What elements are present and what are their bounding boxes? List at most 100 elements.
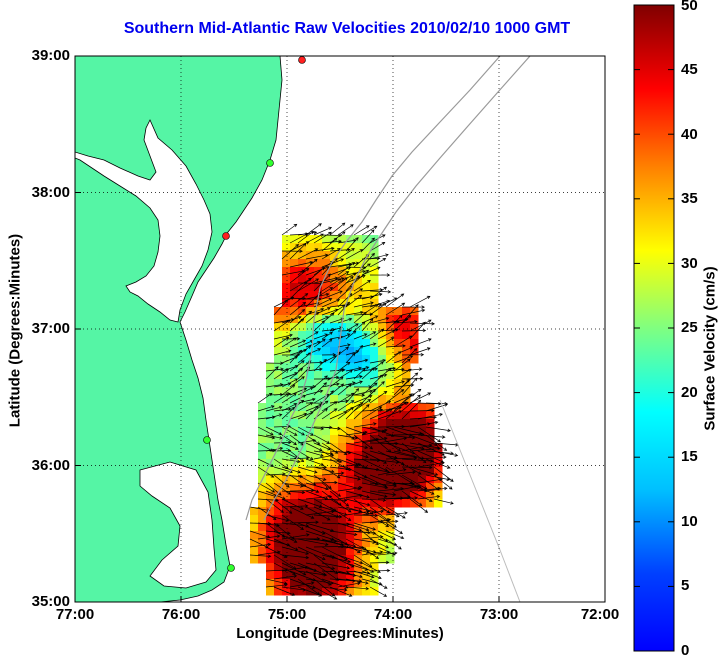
velocity-cell xyxy=(282,379,291,388)
velocity-arrow xyxy=(289,456,310,460)
velocity-arrow xyxy=(409,322,435,326)
bathymetry-contour xyxy=(439,399,521,602)
velocity-cell xyxy=(402,347,411,356)
velocity-cell xyxy=(346,475,355,484)
velocity-arrow xyxy=(281,490,306,495)
velocity-cell xyxy=(250,507,259,516)
velocity-cell xyxy=(330,323,339,332)
velocity-cell xyxy=(330,483,339,492)
velocity-arrow xyxy=(313,338,326,348)
velocity-arrow xyxy=(297,586,323,597)
velocity-cell xyxy=(322,507,331,516)
velocity-cell xyxy=(330,307,339,316)
velocity-cell xyxy=(266,571,275,580)
velocity-cell xyxy=(338,475,347,484)
velocity-arrow xyxy=(401,328,427,333)
velocity-arrow xyxy=(273,349,292,356)
velocity-cell xyxy=(322,531,331,540)
velocity-cell xyxy=(314,267,323,276)
velocity-cell xyxy=(338,235,347,244)
velocity-cell xyxy=(330,515,339,524)
velocity-cell xyxy=(290,451,299,460)
velocity-cell xyxy=(394,475,403,484)
velocity-arrow xyxy=(345,450,369,459)
velocity-cell xyxy=(338,395,347,404)
velocity-arrow xyxy=(409,295,431,308)
velocity-arrow xyxy=(289,581,315,588)
velocity-arrow xyxy=(297,546,326,561)
velocity-arrow xyxy=(337,570,363,579)
velocity-arrow xyxy=(313,466,335,474)
velocity-cell xyxy=(290,347,299,356)
velocity-cell xyxy=(378,459,387,468)
velocity-arrow xyxy=(305,426,325,431)
velocity-arrow xyxy=(321,546,349,561)
velocity-arrow xyxy=(289,293,309,308)
velocity-cell xyxy=(426,403,435,412)
velocity-cell xyxy=(266,531,275,540)
velocity-cell xyxy=(402,499,411,508)
velocity-arrow xyxy=(273,368,290,380)
velocity-cell xyxy=(306,531,315,540)
velocity-cell xyxy=(354,395,363,404)
velocity-cell xyxy=(338,363,347,372)
velocity-arrow xyxy=(377,551,398,556)
velocity-arrow xyxy=(433,498,454,505)
velocity-cell xyxy=(298,339,307,348)
velocity-cell xyxy=(266,563,275,572)
velocity-cell xyxy=(402,419,411,428)
velocity-arrow xyxy=(281,546,310,555)
velocity-cell xyxy=(290,331,299,340)
velocity-arrow xyxy=(345,310,364,316)
velocity-cell xyxy=(346,411,355,420)
velocity-arrow xyxy=(273,474,290,488)
velocity-cell xyxy=(290,483,299,492)
velocity-cell xyxy=(314,507,323,516)
velocity-arrow xyxy=(289,367,304,380)
velocity-cell xyxy=(346,379,355,388)
velocity-cell xyxy=(394,371,403,380)
velocity-cell xyxy=(314,451,323,460)
velocity-cell xyxy=(410,355,419,364)
velocity-arrow xyxy=(273,440,292,445)
colorbar-label: Surface Velocity (cm/s) xyxy=(701,266,719,431)
velocity-cell xyxy=(370,571,379,580)
velocity-cell xyxy=(386,531,395,540)
velocity-cell xyxy=(394,459,403,468)
velocity-cell xyxy=(266,555,275,564)
velocity-cell xyxy=(394,307,403,316)
velocity-cell xyxy=(346,587,355,596)
velocity-arrow xyxy=(393,319,418,324)
velocity-cell xyxy=(258,419,267,428)
velocity-cell xyxy=(426,475,435,484)
velocity-arrow xyxy=(305,562,336,570)
velocity-arrow xyxy=(361,367,375,380)
velocity-arrow xyxy=(313,434,331,444)
velocity-cell xyxy=(298,395,307,404)
velocity-cell xyxy=(322,451,331,460)
velocity-arrow xyxy=(417,461,445,468)
velocity-arrow xyxy=(289,260,314,268)
velocity-cell xyxy=(330,571,339,580)
velocity-cell xyxy=(282,339,291,348)
velocity-arrow xyxy=(433,466,454,482)
velocity-cell xyxy=(354,291,363,300)
velocity-cell xyxy=(346,443,355,452)
velocity-cell xyxy=(322,579,331,588)
velocity-cell xyxy=(282,483,291,492)
velocity-arrow xyxy=(417,434,446,439)
velocity-cell xyxy=(346,339,355,348)
velocity-arrow xyxy=(289,450,305,463)
velocity-cell xyxy=(314,371,323,380)
velocity-cell xyxy=(338,379,347,388)
velocity-cell xyxy=(354,379,363,388)
velocity-arrow xyxy=(361,436,388,444)
velocity-arrow xyxy=(369,390,388,404)
velocity-cell xyxy=(418,459,427,468)
velocity-cell xyxy=(274,523,283,532)
velocity-arrow xyxy=(337,361,351,372)
velocity-cell xyxy=(306,563,315,572)
velocity-cell xyxy=(386,555,395,564)
velocity-arrow xyxy=(297,538,329,546)
velocity-cell xyxy=(274,563,283,572)
